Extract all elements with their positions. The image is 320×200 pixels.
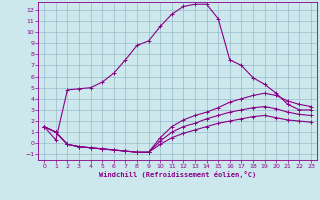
X-axis label: Windchill (Refroidissement éolien,°C): Windchill (Refroidissement éolien,°C): [99, 171, 256, 178]
